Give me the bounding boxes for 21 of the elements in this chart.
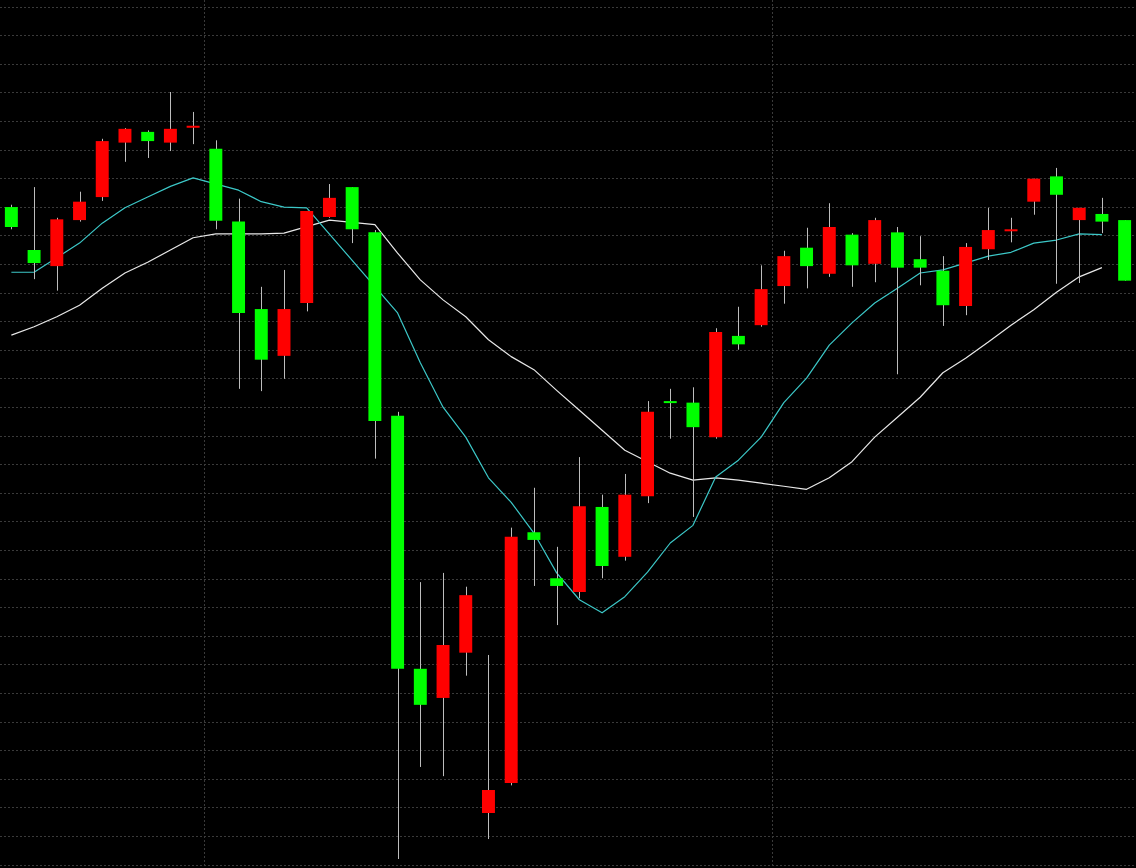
candlestick: [550, 546, 564, 626]
candlestick: [163, 91, 177, 152]
candlestick: [800, 227, 814, 289]
candlestick: [118, 127, 132, 163]
candlestick: [913, 235, 927, 286]
candlestick: [482, 654, 495, 840]
candlestick: [186, 111, 200, 145]
candlestick: [1050, 167, 1063, 285]
candlestick: [4, 204, 18, 230]
candlestick: [663, 388, 677, 440]
candlestick: [27, 186, 41, 280]
candlestick: [141, 129, 155, 159]
candlestick: [1072, 207, 1086, 284]
candlestick: [73, 191, 86, 223]
candlestick: [1095, 197, 1109, 234]
candlestick: [1004, 217, 1018, 243]
candlestick: [981, 207, 995, 261]
candlestick: [322, 183, 336, 219]
candlestick: [731, 306, 745, 351]
candlestick: [527, 487, 541, 587]
candlestick: [1027, 178, 1041, 216]
